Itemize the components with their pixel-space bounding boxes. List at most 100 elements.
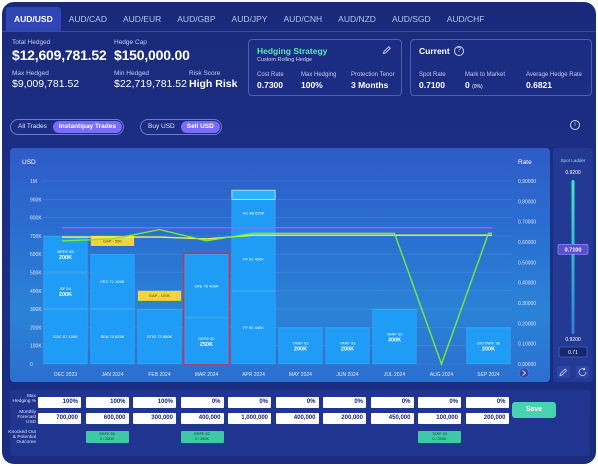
bar-segment-label: FF 91 400K bbox=[243, 256, 264, 261]
max-hedging-input[interactable]: 0% bbox=[323, 397, 366, 408]
tab-aud-chf[interactable]: AUD/CHF bbox=[446, 14, 485, 24]
x-tick-label: MAY 2024 bbox=[289, 372, 312, 378]
mtm-value: 0 (0%) bbox=[465, 80, 483, 90]
tab-aud-gbp[interactable]: AUD/GBP bbox=[177, 14, 216, 24]
bar-segment[interactable] bbox=[231, 199, 276, 227]
tab-aud-nzd[interactable]: AUD/NZD bbox=[338, 14, 376, 24]
max-hedging-input[interactable]: 0% bbox=[180, 397, 224, 408]
max-hedging-input[interactable]: 0% bbox=[275, 397, 319, 408]
forecast-input[interactable]: 300,000 bbox=[133, 413, 176, 424]
strategy-subtitle: Custom Rolling Hedge bbox=[257, 57, 313, 63]
save-button[interactable]: Save bbox=[512, 402, 556, 418]
bar-segment[interactable] bbox=[231, 291, 276, 364]
current-card: Current ? Spot Rate 0.7100 Mark to Marke… bbox=[410, 39, 592, 96]
max-hedging-input[interactable]: 0% bbox=[228, 397, 271, 408]
max-hedging-input[interactable]: 0% bbox=[370, 397, 414, 408]
tab-aud-jpy[interactable]: AUD/JPY bbox=[231, 14, 268, 24]
row-label-forecast: Monthly Forecast USD bbox=[17, 410, 36, 425]
chevron-right-icon[interactable] bbox=[518, 367, 530, 379]
gap-bar[interactable] bbox=[137, 290, 182, 301]
gap-label: GAP - 50K bbox=[103, 238, 122, 243]
max-hedging-input[interactable]: 0% bbox=[465, 397, 509, 408]
bar-segment[interactable] bbox=[43, 236, 88, 273]
tab-aud-cad[interactable]: AUD/CAD bbox=[68, 14, 107, 24]
pencil-icon[interactable] bbox=[382, 45, 392, 55]
bar-highlight bbox=[183, 252, 230, 365]
forecast-input[interactable]: 400,000 bbox=[275, 413, 319, 424]
outcome-badge-title: BRFE 82 bbox=[194, 432, 210, 436]
tab-aud-sgd[interactable]: AUD/SGD bbox=[391, 14, 431, 24]
ladder-top-value: 0.9200 bbox=[565, 170, 581, 176]
y-tick-label: 600K bbox=[30, 252, 42, 258]
ladder-input[interactable] bbox=[558, 346, 588, 358]
gap-bar[interactable] bbox=[90, 235, 135, 246]
gap-label: GAP - 100K bbox=[149, 293, 171, 298]
filter-all-trades[interactable]: All Trades bbox=[18, 123, 47, 130]
ladder-track[interactable] bbox=[571, 180, 575, 334]
forecast-input[interactable]: 100,000 bbox=[418, 413, 461, 424]
forecast-input[interactable]: 600,000 bbox=[85, 413, 129, 424]
filter-buy-usd[interactable]: Buy USD bbox=[148, 123, 175, 130]
filter-sell-usd[interactable]: Sell USD bbox=[180, 121, 220, 133]
help-info-icon[interactable]: i bbox=[570, 120, 580, 130]
bar-segment-label: SEA 70 625K bbox=[101, 334, 125, 339]
strategy-title: Hedging Strategy bbox=[257, 46, 328, 56]
bar-segment-value: 200K bbox=[482, 347, 495, 353]
ladder-handle[interactable] bbox=[557, 244, 589, 255]
row-label-knocked-out: Knocked Out & Potential Outcome bbox=[8, 430, 36, 445]
spot-rate-label: Spot Rate bbox=[419, 72, 446, 78]
x-tick-label: MAR 2024 bbox=[195, 372, 219, 378]
spot-rate-value: 0.7100 bbox=[419, 80, 445, 90]
max-hedging-input[interactable]: 100% bbox=[133, 397, 176, 408]
bar-segment-label: DEFE 82 bbox=[198, 336, 215, 341]
filter-instantipay-trades[interactable]: Instantipay Trades bbox=[52, 121, 122, 133]
forecast-input[interactable]: 1,000,000 bbox=[228, 413, 271, 424]
outcome-badge: BRFE 65 0 / 200K bbox=[85, 431, 129, 443]
ladder-refresh-button[interactable] bbox=[576, 366, 589, 378]
tab-aud-usd[interactable]: AUD/USD bbox=[6, 7, 61, 31]
x-tick-label: SEP 2024 bbox=[477, 372, 500, 378]
tab-aud-cnh[interactable]: AUD/CNH bbox=[283, 14, 323, 24]
bar-segment[interactable] bbox=[278, 327, 323, 364]
bar-segment[interactable] bbox=[466, 327, 511, 364]
outcome-badge-value: 0 / 200K bbox=[432, 437, 447, 441]
tab-aud-eur[interactable]: AUD/EUR bbox=[123, 14, 162, 24]
bar-segment[interactable] bbox=[43, 272, 88, 309]
row-label-max-hedging: Max Hedging % bbox=[12, 394, 36, 404]
bar-segment[interactable] bbox=[90, 309, 135, 364]
forecast-input[interactable]: 700,000 bbox=[38, 413, 81, 424]
y2-tick-label: 0.60000 bbox=[518, 240, 536, 246]
forecast-input[interactable]: 200,000 bbox=[465, 413, 509, 424]
outcome-badge-title: BRFE 65 bbox=[99, 432, 115, 436]
bar-segment[interactable] bbox=[90, 254, 135, 309]
bar-segment[interactable] bbox=[184, 318, 229, 364]
y2-tick-label: 0.30000 bbox=[518, 301, 536, 307]
bar-segment[interactable] bbox=[184, 254, 229, 318]
spot-ladder-svg: Spot Ladder 0.9200 0.7100 0.9200 0.71 bbox=[557, 158, 589, 378]
max-hedging-input[interactable]: 100% bbox=[38, 397, 81, 408]
ladder-edit-button[interactable] bbox=[557, 366, 570, 378]
y-tick-label: 300K bbox=[30, 307, 42, 313]
forecast-input[interactable]: 450,000 bbox=[370, 413, 414, 424]
risk-score-value: High Risk bbox=[189, 78, 238, 90]
bar-segment[interactable] bbox=[325, 327, 370, 364]
series-line-rate-green bbox=[62, 228, 492, 367]
x-tick-label: JAN 2024 bbox=[102, 372, 124, 378]
max-hedging-value: 100% bbox=[301, 80, 323, 90]
bar-segment[interactable] bbox=[231, 227, 276, 291]
spot-ladder: Spot Ladder 0.9200 0.7100 0.9200 0.71 bbox=[553, 148, 593, 382]
max-hedging-input[interactable]: 100% bbox=[85, 397, 129, 408]
info-icon[interactable]: ? bbox=[454, 46, 464, 56]
bar-segment[interactable] bbox=[372, 309, 417, 364]
hedging-strategy-card[interactable]: Hedging Strategy Custom Rolling Hedge Co… bbox=[248, 39, 402, 96]
bar-segment[interactable] bbox=[43, 309, 88, 364]
max-hedging-input[interactable]: 0% bbox=[418, 397, 461, 408]
forecast-input[interactable]: 400,000 bbox=[180, 413, 224, 424]
outcome-badge: BRFE 82 0 / 250K bbox=[180, 431, 224, 443]
y-tick-label: 800K bbox=[30, 216, 42, 222]
bar-segment[interactable] bbox=[137, 309, 182, 364]
y-tick-label: 1M bbox=[30, 179, 37, 185]
forecast-input[interactable]: 200,000 bbox=[323, 413, 366, 424]
bar-segment-value: 250K bbox=[200, 342, 213, 348]
x-tick-label: APR 2024 bbox=[242, 372, 265, 378]
